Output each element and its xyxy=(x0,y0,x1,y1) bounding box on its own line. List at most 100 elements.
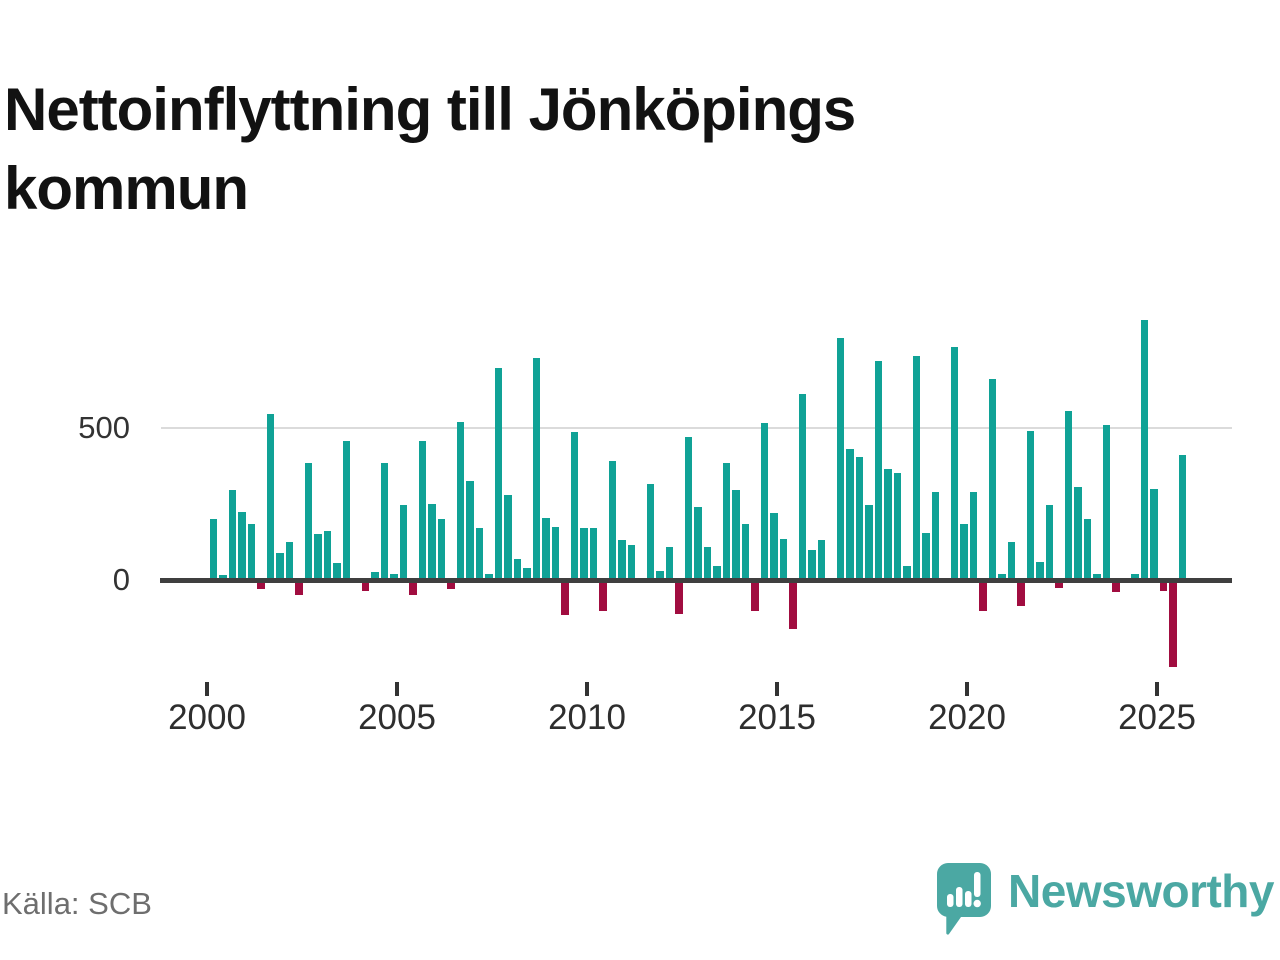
bar-2018-Q2 xyxy=(903,566,911,580)
x-axis-zero-line xyxy=(160,578,1232,583)
bar-2020-Q4 xyxy=(998,573,1006,580)
bar-2002-Q2 xyxy=(295,580,303,596)
bar-2023-Q4 xyxy=(1112,580,1120,593)
bar-2009-Q3 xyxy=(570,432,579,580)
bar-2024-Q2 xyxy=(1131,573,1139,580)
logo-exclamation-dot xyxy=(973,899,981,908)
bar-2002-Q4 xyxy=(314,534,322,580)
bar-2022-Q1 xyxy=(1045,505,1054,580)
bar-2013-Q2 xyxy=(713,566,721,580)
gridline-500 xyxy=(161,427,1232,429)
bar-2025-Q2 xyxy=(1169,580,1177,667)
bar-2007-Q1 xyxy=(475,528,484,580)
bar-2023-Q1 xyxy=(1083,519,1092,580)
bar-2011-Q3 xyxy=(646,484,655,580)
chart-title-line-1: Nettoinflyttning till Jönköpings xyxy=(4,76,856,144)
bar-2007-Q4 xyxy=(504,494,512,580)
x-tick-label-2000: 2000 xyxy=(168,698,246,737)
bar-2004-Q3 xyxy=(380,462,389,580)
chart-title: Nettoinflyttning till Jönköpings kommun xyxy=(4,70,856,228)
bar-2019-Q4 xyxy=(960,523,968,580)
bar-2004-Q4 xyxy=(390,573,398,580)
bar-2003-Q3 xyxy=(342,441,351,580)
x-tick-label-2010: 2010 xyxy=(548,698,626,737)
bar-2008-Q1 xyxy=(513,558,522,580)
newsworthy-logo-icon xyxy=(937,863,992,935)
bar-2016-Q1 xyxy=(817,540,826,580)
bar-2015-Q4 xyxy=(808,549,816,580)
bar-2006-Q3 xyxy=(456,421,465,580)
bar-2006-Q2 xyxy=(447,580,455,590)
bar-2009-Q1 xyxy=(551,526,560,580)
bar-2023-Q3 xyxy=(1102,424,1111,580)
bar-2013-Q3 xyxy=(722,462,731,580)
bar-2025-Q3 xyxy=(1178,455,1187,580)
logo-exclamation-stem xyxy=(974,872,981,897)
bar-2014-Q1 xyxy=(741,523,750,580)
x-tick-label-2020: 2020 xyxy=(928,698,1006,737)
bar-2007-Q3 xyxy=(494,368,503,580)
bar-2008-Q3 xyxy=(532,357,541,580)
x-tick-2020 xyxy=(965,682,969,696)
bar-2017-Q3 xyxy=(874,360,883,580)
bar-2001-Q2 xyxy=(257,580,265,590)
bar-2023-Q2 xyxy=(1093,573,1101,580)
logo-bar-3 xyxy=(965,891,972,907)
bar-2020-Q3 xyxy=(988,379,997,580)
bar-2011-Q1 xyxy=(627,545,636,580)
logo-bar-1 xyxy=(947,894,954,907)
newsworthy-logo: Newsworthy xyxy=(937,860,1274,940)
bar-2019-Q3 xyxy=(950,347,959,580)
bar-2018-Q4 xyxy=(922,532,930,580)
bar-2010-Q2 xyxy=(599,580,607,611)
bar-2021-Q2 xyxy=(1017,580,1025,606)
bar-2000-Q4 xyxy=(238,511,246,580)
bar-2021-Q4 xyxy=(1036,561,1044,580)
bar-2004-Q2 xyxy=(371,572,379,580)
bar-2000-Q3 xyxy=(228,490,237,580)
bar-2009-Q4 xyxy=(580,528,588,580)
bar-2012-Q4 xyxy=(694,506,702,580)
bar-2010-Q3 xyxy=(608,461,617,580)
bar-2021-Q1 xyxy=(1007,541,1016,580)
bar-2021-Q3 xyxy=(1026,430,1035,580)
bar-2013-Q4 xyxy=(732,490,740,580)
bar-2003-Q1 xyxy=(323,531,332,580)
y-axis-label-0: 0 xyxy=(112,562,130,597)
bar-2024-Q3 xyxy=(1140,319,1149,580)
bar-2001-Q3 xyxy=(266,414,275,580)
x-tick-2005 xyxy=(395,682,399,696)
bar-2008-Q2 xyxy=(523,567,531,580)
bar-2024-Q4 xyxy=(1150,488,1158,580)
bar-2009-Q2 xyxy=(561,580,569,615)
bar-2016-Q4 xyxy=(846,449,854,580)
bar-2002-Q1 xyxy=(285,541,294,580)
bar-2005-Q3 xyxy=(418,441,427,580)
x-tick-2010 xyxy=(585,682,589,696)
bar-2013-Q1 xyxy=(703,546,712,580)
bar-2015-Q2 xyxy=(789,580,797,629)
bar-2006-Q1 xyxy=(437,519,446,580)
bar-2005-Q2 xyxy=(409,580,417,596)
bar-2000-Q1 xyxy=(209,519,218,580)
bar-2005-Q4 xyxy=(428,503,436,580)
bar-2016-Q3 xyxy=(836,337,845,580)
chart-title-line-2: kommun xyxy=(4,155,249,223)
bar-2017-Q1 xyxy=(855,456,864,580)
x-tick-2015 xyxy=(775,682,779,696)
bar-2025-Q1 xyxy=(1159,580,1168,591)
x-tick-2025 xyxy=(1155,682,1159,696)
bar-2007-Q2 xyxy=(485,573,493,580)
bar-2017-Q2 xyxy=(865,505,873,580)
bar-2015-Q3 xyxy=(798,394,807,580)
bar-2020-Q2 xyxy=(979,580,987,611)
bar-2012-Q2 xyxy=(675,580,683,614)
bar-2010-Q1 xyxy=(589,528,598,580)
bar-2008-Q4 xyxy=(542,517,550,580)
bar-2019-Q1 xyxy=(931,491,940,580)
bar-2012-Q1 xyxy=(665,546,674,580)
bar-2004-Q1 xyxy=(361,580,370,591)
bar-2014-Q2 xyxy=(751,580,759,611)
bar-2006-Q4 xyxy=(466,481,474,580)
